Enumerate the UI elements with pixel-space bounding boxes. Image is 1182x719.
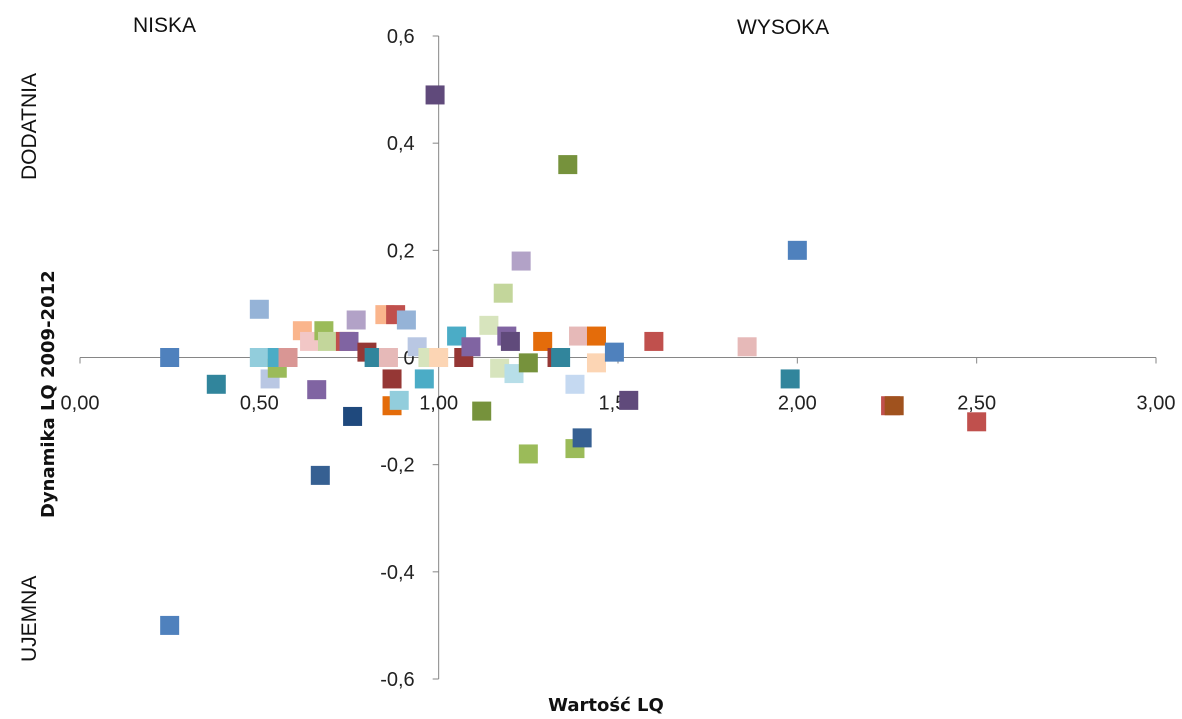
x-tick-label: 0,00: [61, 393, 100, 415]
y-tick-label: 0: [404, 348, 415, 370]
y-tick-label: 0,4: [387, 133, 415, 155]
data-point: [565, 374, 585, 394]
quadrant-label-wysoka: WYSOKA: [737, 16, 830, 39]
data-point: [511, 251, 531, 271]
data-point: [518, 444, 538, 464]
data-point: [249, 299, 269, 319]
data-point: [737, 337, 757, 357]
data-point: [504, 364, 524, 384]
y-tick-label: -0,4: [380, 562, 414, 584]
x-axis-title: Wartość LQ: [548, 695, 664, 716]
data-point: [551, 348, 571, 367]
data-point: [339, 331, 359, 351]
data-point: [518, 353, 538, 373]
data-point: [558, 155, 578, 175]
data-point: [396, 310, 416, 330]
data-point: [572, 428, 592, 448]
data-point: [425, 85, 445, 105]
data-point: [472, 401, 492, 421]
data-point: [493, 283, 513, 303]
data-point: [884, 396, 904, 416]
data-point: [206, 374, 226, 394]
data-point: [310, 465, 330, 485]
data-point: [604, 342, 624, 362]
data-point: [160, 348, 180, 367]
data-point: [278, 348, 298, 367]
y-tick-label: -0,6: [380, 669, 414, 691]
data-point: [343, 406, 363, 426]
x-tick-label: 2,50: [957, 393, 996, 415]
data-point: [429, 348, 449, 367]
x-tick-label: 1,00: [419, 393, 458, 415]
y-axis-title: Dynamika LQ 2009-2012: [38, 270, 59, 518]
data-point: [382, 369, 402, 389]
data-point: [317, 331, 337, 351]
data-point: [461, 337, 481, 357]
data-point: [389, 390, 409, 410]
data-point: [364, 348, 384, 367]
data-point: [569, 326, 589, 346]
data-point: [533, 331, 553, 351]
data-point: [586, 353, 606, 373]
y-tick-label: -0,2: [380, 455, 414, 477]
x-tick-label: 0,50: [240, 393, 279, 415]
data-point: [500, 331, 520, 351]
data-point: [780, 369, 800, 389]
x-tick-label: 2,00: [778, 393, 817, 415]
data-point: [490, 358, 510, 378]
data-point: [787, 240, 807, 260]
data-point: [967, 412, 987, 432]
data-point: [414, 369, 434, 389]
data-point: [644, 331, 664, 351]
data-point: [160, 615, 180, 635]
x-tick-label: 3,00: [1137, 393, 1176, 415]
data-point: [378, 348, 398, 367]
data-point: [479, 315, 499, 335]
data-point: [300, 331, 320, 351]
x-ticks: 0,00 0,50 1,00 1,50 2,00 2,50 3,00: [61, 357, 1176, 415]
data-point: [619, 390, 639, 410]
data-point: [346, 310, 366, 330]
data-point: [307, 380, 327, 400]
y-tick-label: 0,6: [387, 26, 415, 48]
data-point: [249, 348, 269, 367]
quadrant-label-niska: NISKA: [133, 14, 197, 37]
data-point: [447, 326, 467, 346]
y-tick-label: 0,2: [387, 240, 415, 262]
data-point: [586, 326, 606, 346]
data-points: [160, 85, 987, 635]
